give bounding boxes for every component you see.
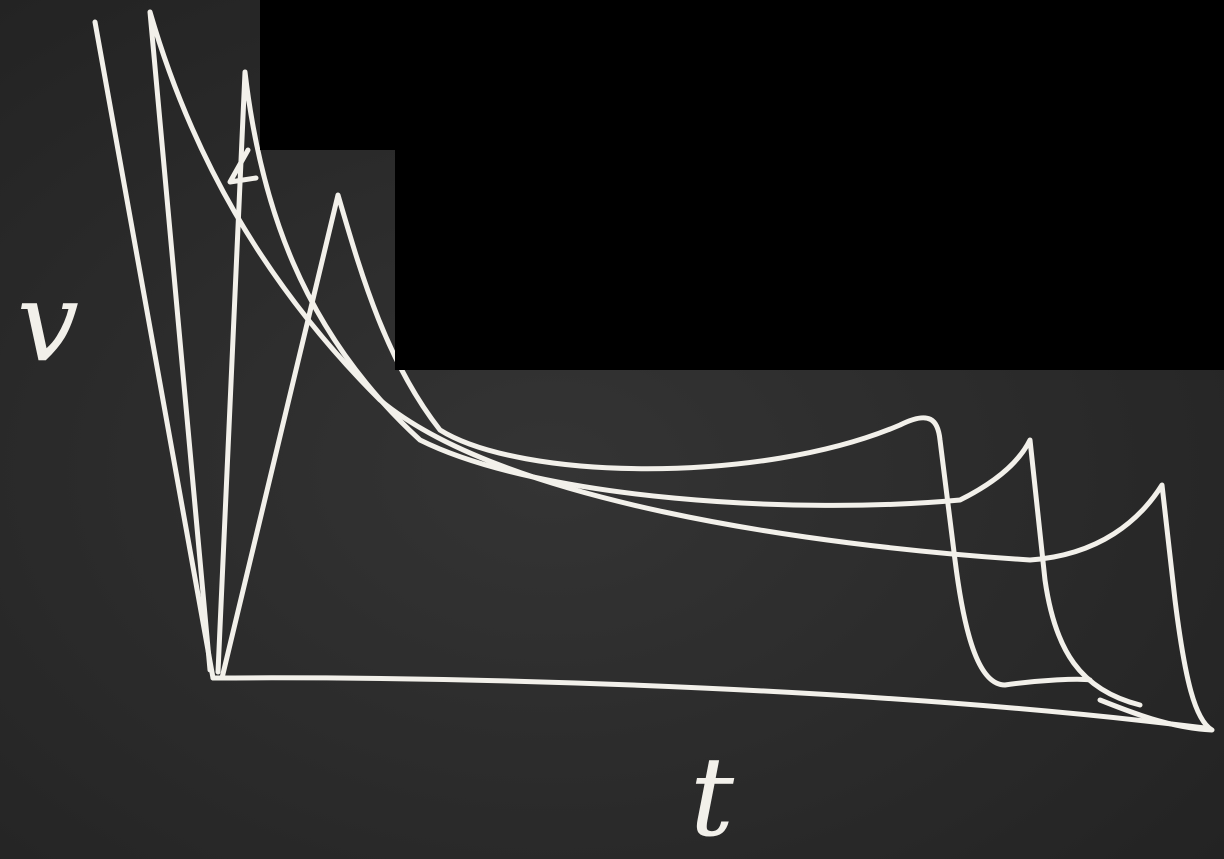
curve-c — [215, 69, 1143, 708]
curves — [92, 9, 1215, 733]
y-axis-label: v — [17, 258, 79, 386]
curve-a — [92, 19, 216, 681]
redaction — [395, 150, 1224, 370]
tick-mark — [227, 147, 259, 185]
redaction — [260, 0, 1224, 150]
axis-line — [210, 675, 1208, 731]
x-axis-label: t — [690, 733, 735, 859]
curve-b — [147, 9, 1215, 733]
